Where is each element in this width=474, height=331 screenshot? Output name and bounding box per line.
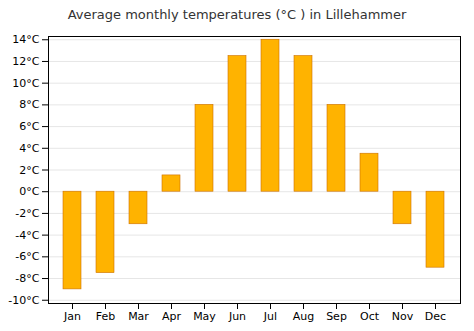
svg-text:Jun: Jun (228, 310, 246, 323)
svg-text:14°C: 14°C (12, 33, 39, 46)
svg-text:Apr: Apr (162, 310, 182, 323)
svg-text:-8°C: -8°C (15, 272, 39, 285)
svg-text:6°C: 6°C (19, 120, 39, 133)
svg-text:4°C: 4°C (19, 142, 39, 155)
svg-text:-6°C: -6°C (15, 250, 39, 263)
svg-text:May: May (193, 310, 216, 323)
svg-text:Dec: Dec (425, 310, 446, 323)
svg-text:8°C: 8°C (19, 98, 39, 111)
svg-text:Oct: Oct (360, 310, 380, 323)
svg-text:Feb: Feb (96, 310, 115, 323)
svg-text:-2°C: -2°C (15, 207, 39, 220)
svg-text:12°C: 12°C (12, 55, 39, 68)
html-text:Average monthly temperatures (: Average monthly temperatures (°C ) in Li… (67, 7, 407, 22)
svg-text:Mar: Mar (128, 310, 149, 323)
svg-text:-10°C: -10°C (8, 294, 39, 307)
svg-text:Jul: Jul (263, 310, 277, 323)
svg-text:Aug: Aug (293, 310, 314, 323)
svg-text:0°C: 0°C (19, 185, 39, 198)
svg-text:2°C: 2°C (19, 164, 39, 177)
svg-text:Jan: Jan (63, 310, 81, 323)
svg-text:-4°C: -4°C (15, 229, 39, 242)
svg-text:10°C: 10°C (12, 77, 39, 90)
svg-text:Nov: Nov (392, 310, 414, 323)
svg-text:Sep: Sep (326, 310, 347, 323)
